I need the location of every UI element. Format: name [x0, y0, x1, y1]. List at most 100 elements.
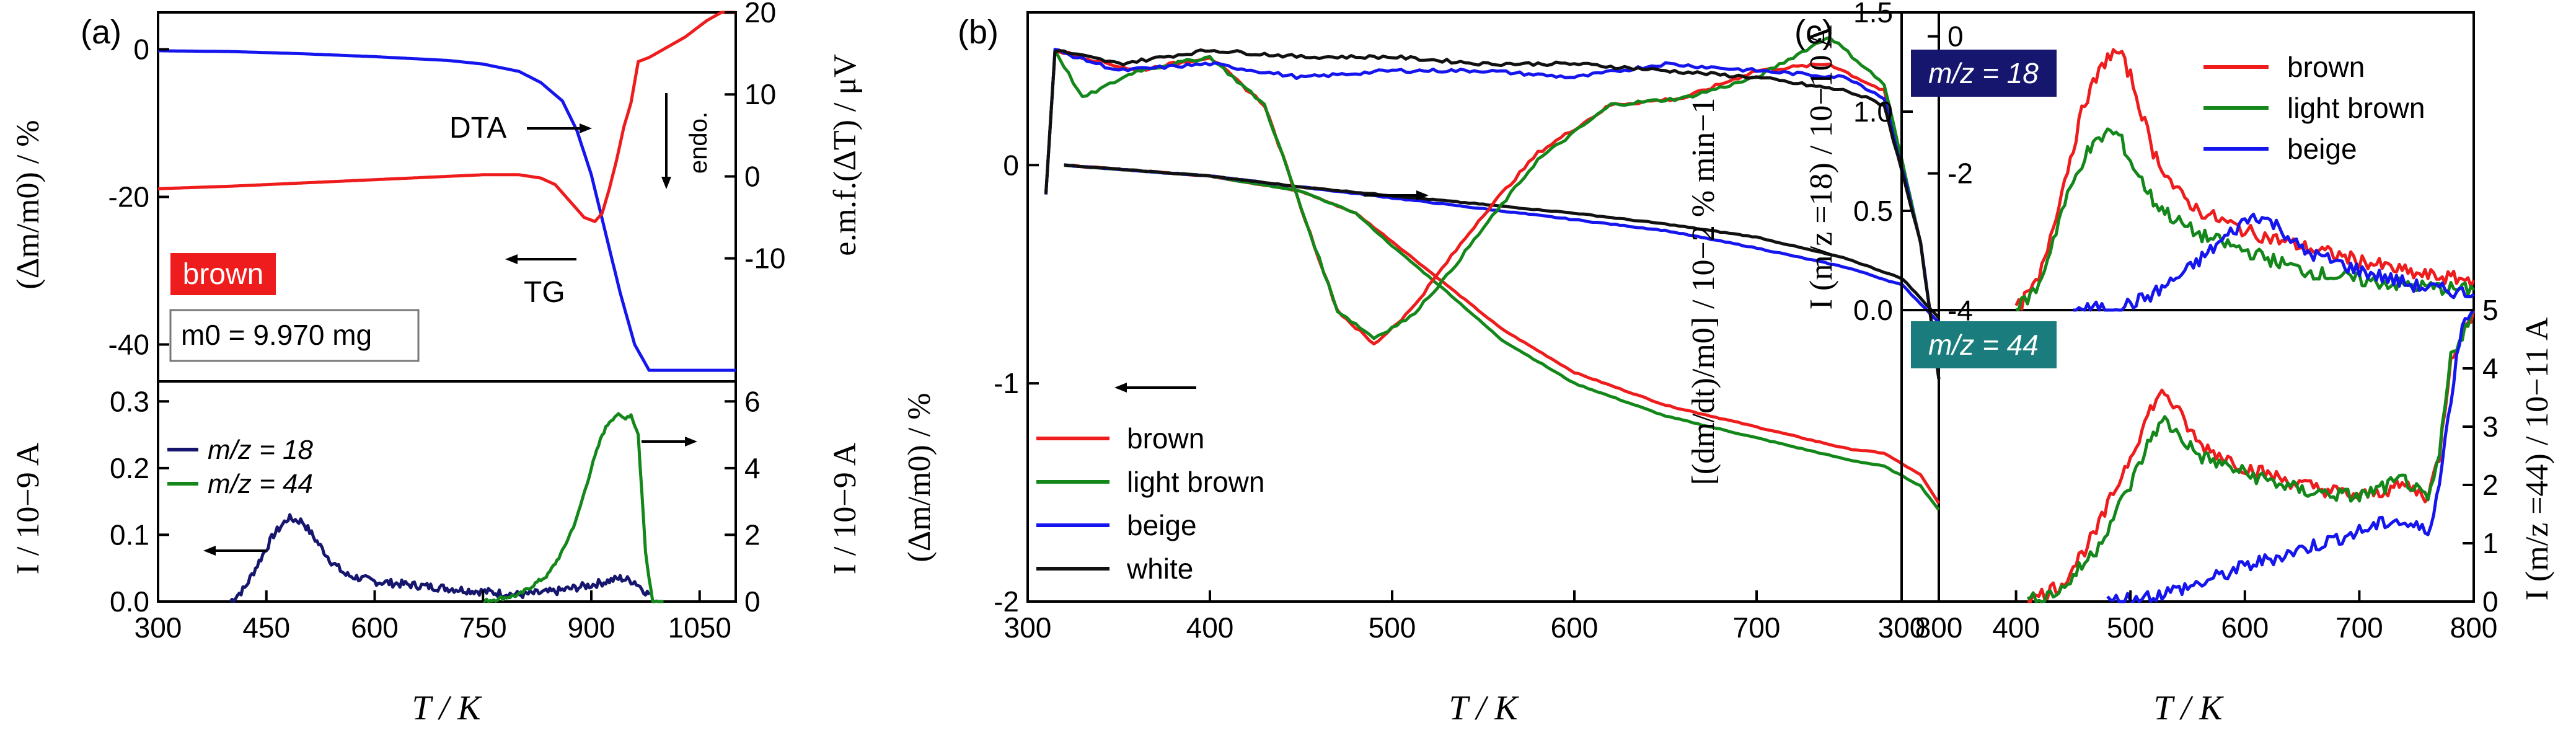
panel-label-a: (a): [81, 14, 121, 51]
series-c-top-beige: [2073, 212, 2475, 312]
endo-label: endo.: [685, 112, 712, 174]
panel-c: (c) 300 400 500 600 700 800 0.0 0.5 1.0 1.5 0 1 2 3 4 5…: [1794, 0, 2555, 727]
y-tick-label: 1.0: [1853, 96, 1893, 128]
legend-c-label-brown: brown: [2287, 51, 2365, 83]
y-tick-label: 1.5: [1853, 0, 1893, 29]
x-tick-label: 500: [1369, 611, 1416, 644]
y-tick-label: 0.0: [110, 585, 149, 618]
panel-label-c: (c): [1794, 14, 1833, 51]
rate-axis-arrowhead: [1416, 190, 1429, 200]
panel-b-right-label: [(dm/dt)/m0] / 10−2 % min−1: [1686, 98, 1721, 486]
x-tick-label: 800: [2450, 611, 2498, 644]
y-tick-label: 0: [744, 585, 761, 618]
mass-box: [169, 309, 420, 362]
badge-mz44-label: m/z = 44: [1928, 329, 2039, 361]
x-tick-label: 1050: [668, 611, 731, 644]
legend-label-beige: beige: [1127, 509, 1197, 541]
mass-label: m0 = 9.970 mg: [181, 319, 372, 351]
series-a-bottom-m-z-44: [482, 412, 664, 603]
panel-a-bot-left-label: I / 10−9 A: [11, 442, 46, 574]
y-tick-label: 0.2: [110, 452, 149, 484]
x-tick-label: 700: [2336, 611, 2383, 644]
y-tick-label: 0: [744, 160, 761, 192]
endo-arrowhead: [661, 177, 671, 189]
x-tick-label: 900: [568, 611, 615, 644]
series-c-top-light-brown: [2015, 127, 2476, 312]
x-tick-label: 600: [1551, 611, 1599, 644]
y-tick-label: 4: [2482, 352, 2499, 384]
y-tick-label: 5: [2482, 294, 2499, 326]
panel-a-axes: 300 450 600 750 900 10500-20-4020100-100.00.1…: [108, 0, 786, 644]
panel-b-xlabel: T / K: [1449, 689, 1519, 727]
y-tick-label: -10: [744, 242, 785, 275]
x-tick-label: 600: [2221, 611, 2269, 644]
panel-a-top-right-label: e.m.f.(ΔT) / μV: [827, 54, 863, 256]
y-tick-label: 0: [1947, 20, 1964, 53]
legend-label-light-brown: light brown: [1127, 466, 1264, 498]
x-tick-label: 800: [1915, 611, 1963, 644]
y-tick-label: 0: [2482, 585, 2499, 618]
panel-a: (a) 300 450 600 750 900 10500-20-4020100-100.…: [11, 0, 863, 727]
y-tick-label: -1: [994, 367, 1019, 399]
sample-badge: [170, 253, 276, 295]
tg-label: TG: [524, 276, 565, 309]
badge-mz18: [1911, 50, 2057, 97]
panel-c-legend: brown light brown beige: [2203, 51, 2425, 165]
y-tick-label: -40: [108, 329, 149, 361]
x-tick-label: 450: [242, 611, 290, 644]
mz18-axis-arrowhead: [203, 546, 216, 556]
legend-c-label-beige: beige: [2287, 133, 2357, 165]
x-tick-label: 750: [459, 611, 507, 644]
x-tick-label: 700: [1733, 611, 1781, 644]
panel-a-xlabel: T / K: [412, 689, 482, 727]
y-tick-label: -2: [994, 585, 1019, 618]
panel-c-top-label: I (m/z =18) / 10−10 A: [1804, 25, 1839, 309]
panel-c-frame: [1900, 11, 2475, 603]
series-c-top-brown: [2014, 48, 2476, 311]
panel-a-top-left-label: (Δm/m0) / %: [11, 120, 46, 289]
series-c-bottom-light-brown: [2027, 309, 2476, 603]
y-tick-label: 0.1: [110, 518, 149, 551]
sample-label: brown: [183, 258, 264, 291]
y-tick-label: 2: [744, 518, 761, 551]
panel-b-left-label: (Δm/m0) / %: [902, 393, 937, 562]
badge-mz18-label: m/z = 18: [1928, 57, 2039, 89]
panel-b-plots: [1044, 35, 1941, 511]
x-tick-label: 500: [2107, 611, 2155, 644]
x-tick-label: 400: [1186, 611, 1234, 644]
panel-c-bot-label: I (m/z =44) / 10−11 A: [2520, 317, 2555, 600]
legend-label-brown: brown: [1127, 422, 1204, 455]
series-a-top-dta: [157, 11, 736, 223]
badge-mz44: [1911, 321, 2057, 368]
legend-label-mz18: m/z = 18: [208, 435, 313, 465]
panel-a-bot-right-label: I / 10−9 A: [827, 442, 863, 574]
panel-a-frame: [157, 11, 737, 603]
x-tick-label: 300: [135, 611, 182, 644]
y-tick-label: 1: [2482, 527, 2499, 559]
x-tick-label: 400: [1992, 611, 2040, 644]
panel-c-xlabel: T / K: [2153, 689, 2224, 727]
y-tick-label: -20: [108, 181, 149, 213]
panel-c-axes: 300 400 500 600 700 800 0.0 0.5 1.0 1.5 0 1 2 3 4 5: [1853, 0, 2499, 644]
x-tick-label: 600: [351, 611, 399, 644]
y-tick-label: 0.0: [1853, 294, 1893, 326]
y-tick-label: 0: [133, 33, 149, 66]
legend-c-label-light-brown: light brown: [2287, 92, 2425, 124]
x-tick-label: 300: [1004, 611, 1052, 644]
series-c-bottom-beige: [2106, 309, 2475, 603]
tg-arrowhead: [505, 254, 518, 264]
series-b-top-white: [1044, 48, 1941, 380]
y-tick-label: 4: [744, 452, 761, 484]
panel-b-legend: brown light brown beige white: [1036, 422, 1264, 585]
y-tick-label: 10: [744, 78, 776, 110]
mz44-axis-arrowhead: [685, 437, 697, 446]
dta-label: DTA: [449, 112, 506, 144]
series-b-top-light-brown: [1044, 35, 1941, 380]
series-b-top-beige: [1044, 48, 1941, 380]
y-tick-label: 3: [2482, 411, 2499, 443]
panel-b-frame: [1026, 11, 1940, 603]
series-a-top-tg: [158, 49, 736, 372]
legend-label-white: white: [1126, 553, 1193, 585]
